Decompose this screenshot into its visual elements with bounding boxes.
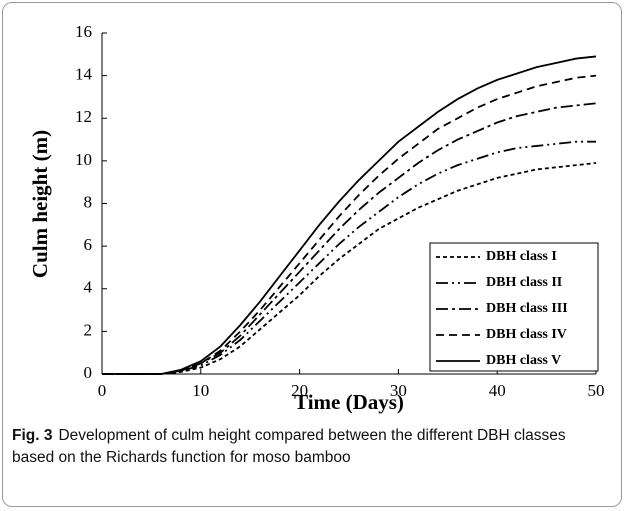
legend-box [429, 242, 599, 372]
y-tick-label: 6 [84, 235, 93, 254]
y-tick-label: 4 [84, 278, 93, 297]
legend-label: DBH class I [486, 249, 557, 264]
x-tick-label: 0 [98, 381, 107, 400]
series-line [102, 162, 597, 375]
legend-label: DBH class IV [486, 327, 567, 342]
series-line [102, 140, 596, 375]
series-line [102, 74, 597, 375]
series-line [102, 102, 597, 375]
x-tick-label: 50 [588, 381, 605, 400]
y-tick-label: 8 [84, 192, 93, 211]
caption-text: Development of culm height compared betw… [12, 427, 566, 466]
x-axis-label: Time (Days) [294, 390, 404, 414]
y-tick-label: 16 [75, 22, 92, 41]
frame [2, 2, 622, 507]
y-tick-label: 14 [75, 65, 93, 84]
y-tick-label: 10 [75, 150, 92, 169]
series-line [102, 55, 597, 375]
x-tick-label: 30 [390, 381, 407, 400]
y-tick-label: 12 [75, 107, 92, 126]
caption-label: Fig. 3 [12, 427, 53, 444]
legend: DBH class I DBH class II DBH class III DBH … [429, 242, 599, 372]
y-tick-label: 2 [84, 320, 93, 339]
y-tick-label: 0 [84, 363, 93, 382]
x-tick-label: 40 [489, 381, 506, 400]
chart: Time (Days) Culm height (m) 0 2 4 6 8 10 12 14 1… [28, 22, 605, 414]
x-tick-label: 10 [192, 381, 209, 400]
y-axis-label: Culm height (m) [28, 130, 52, 278]
x-tick-label: 20 [291, 381, 308, 400]
legend-label: DBH class III [486, 301, 568, 316]
legend-label: DBH class V [486, 353, 561, 368]
caption: Fig. 3 Development of culm height compare… [12, 425, 612, 469]
legend-label: DBH class II [486, 275, 562, 290]
